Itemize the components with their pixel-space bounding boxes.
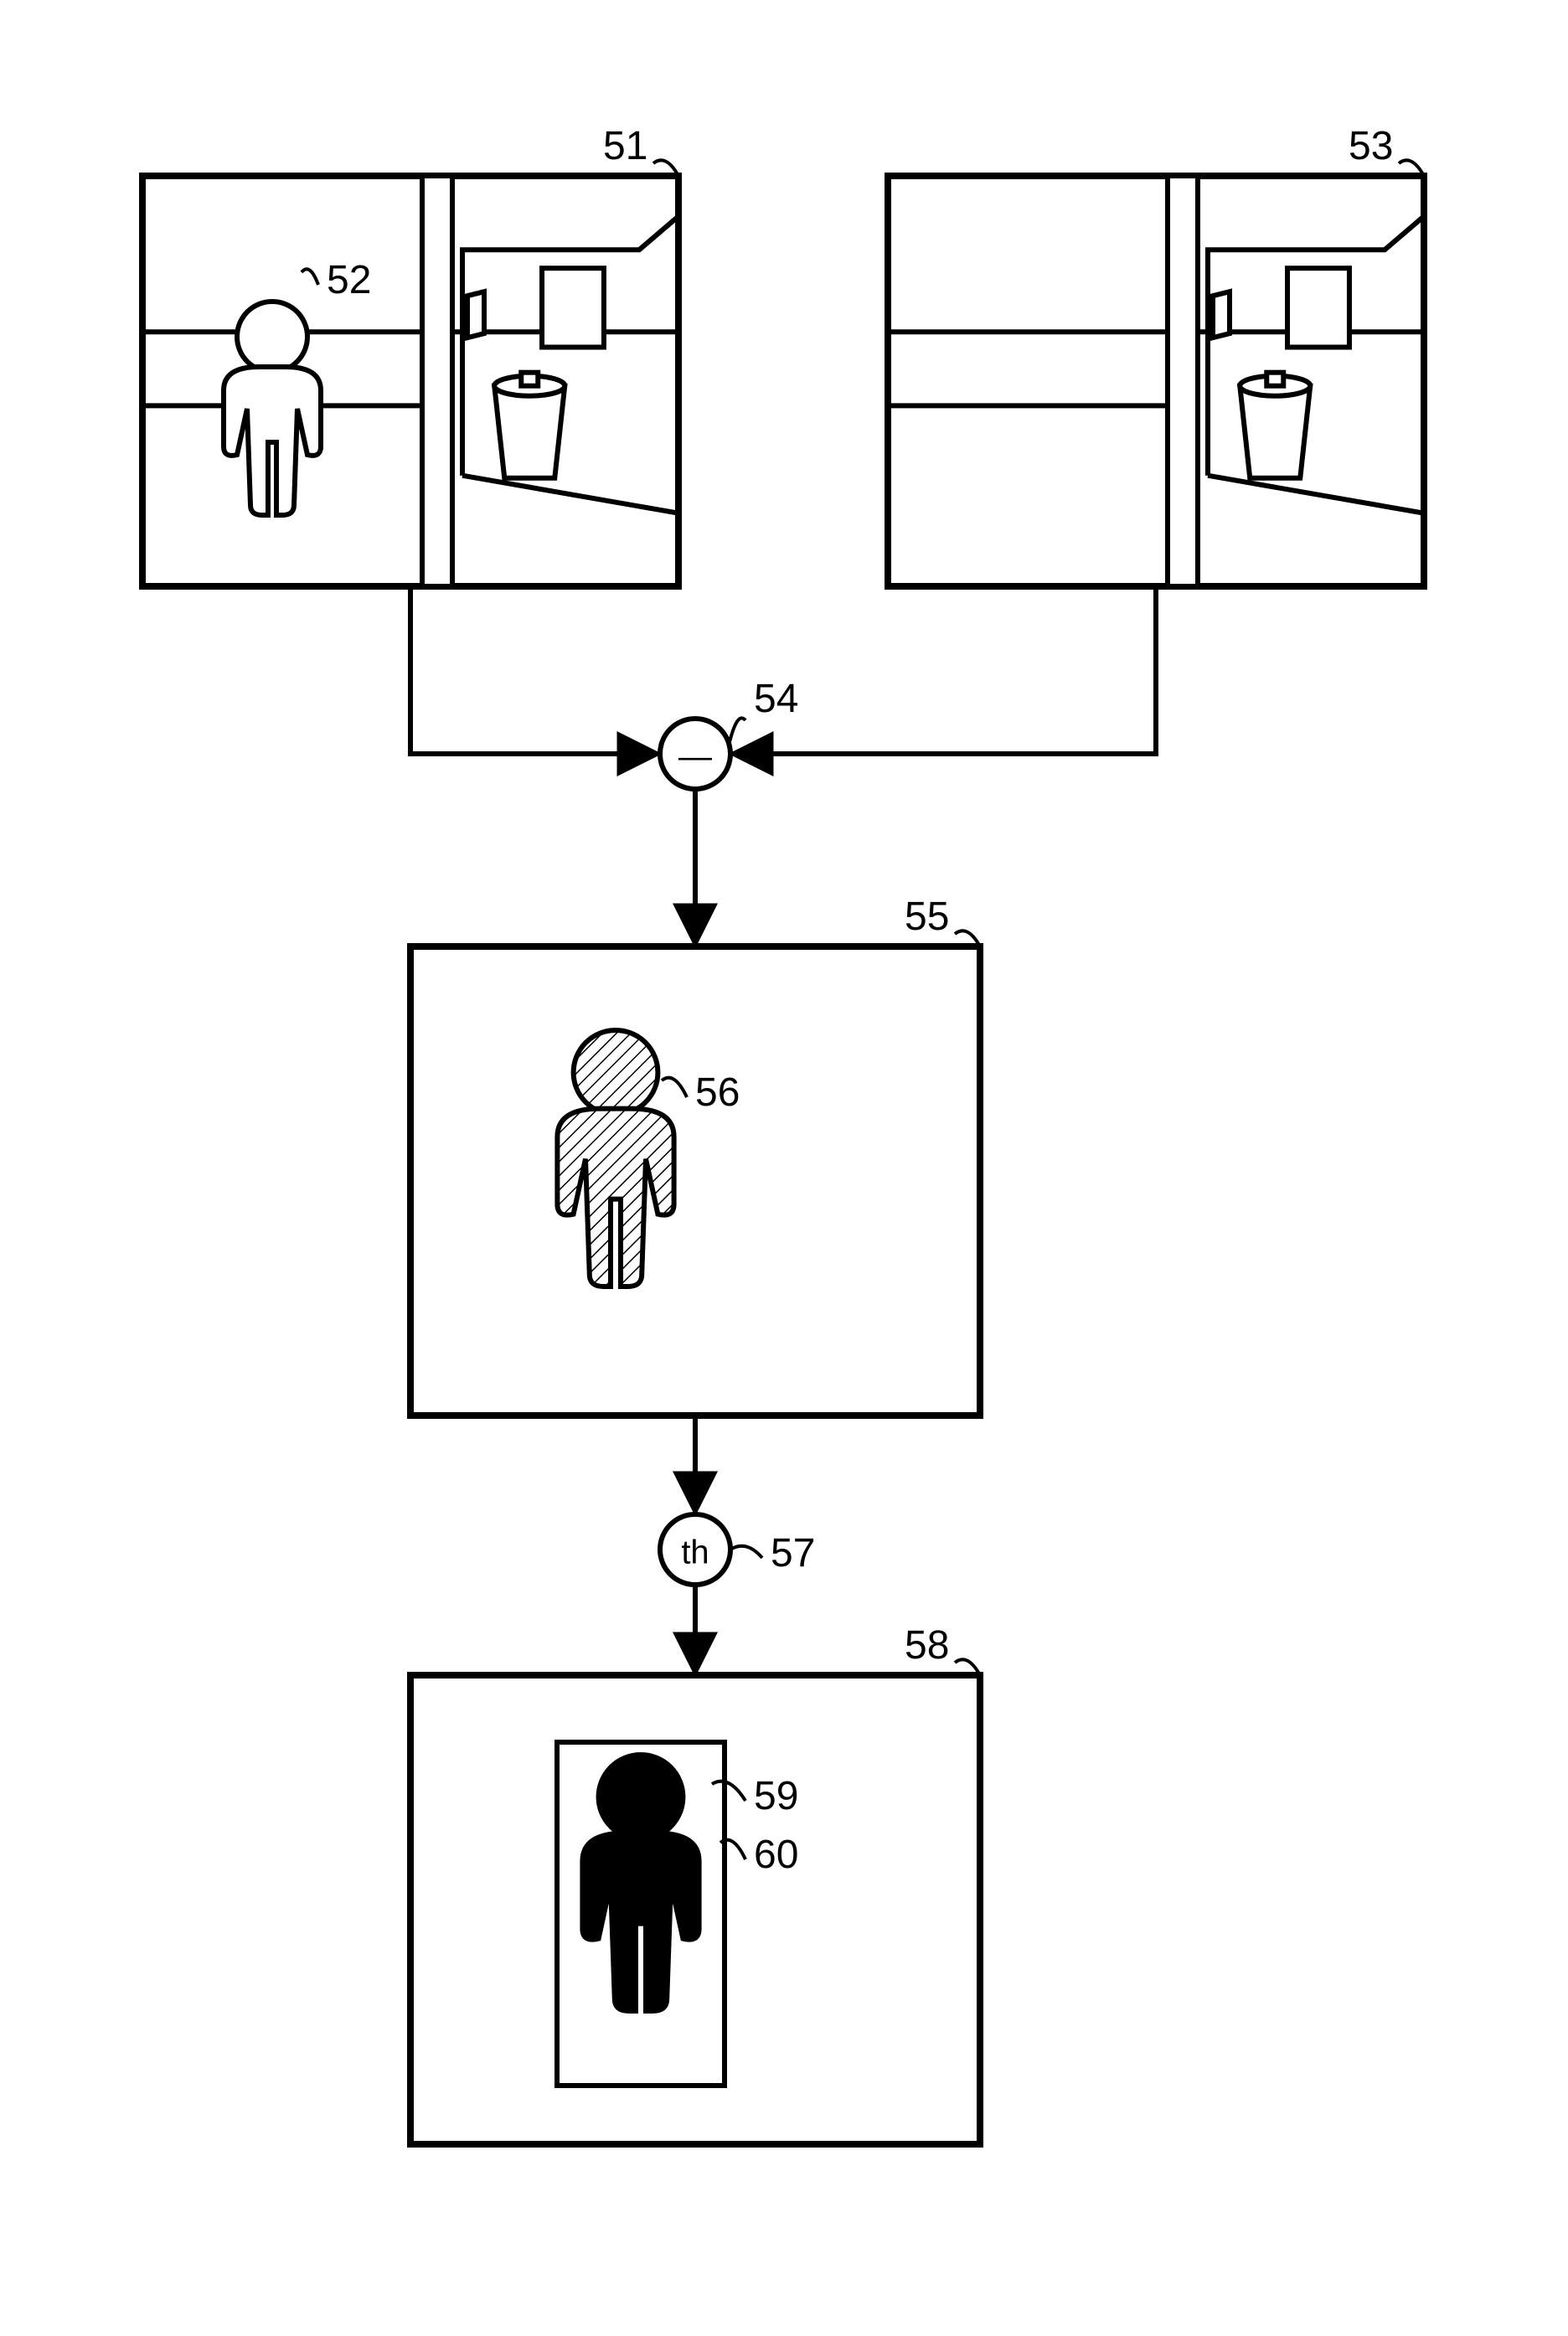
box-53 bbox=[888, 176, 1424, 586]
label-57: 57 bbox=[771, 1531, 815, 1575]
op-minus-label: — bbox=[678, 739, 712, 776]
op-th-label: th bbox=[681, 1534, 709, 1571]
label-51: 51 bbox=[603, 124, 647, 168]
label-54: 54 bbox=[754, 677, 798, 721]
label-55: 55 bbox=[905, 895, 949, 939]
label-53: 53 bbox=[1349, 124, 1393, 168]
label-58: 58 bbox=[905, 1623, 949, 1668]
box-55 bbox=[410, 946, 980, 1416]
label-56: 56 bbox=[695, 1070, 740, 1115]
label-59: 59 bbox=[754, 1774, 798, 1818]
label-60: 60 bbox=[754, 1833, 798, 1877]
label-52: 52 bbox=[327, 258, 371, 302]
